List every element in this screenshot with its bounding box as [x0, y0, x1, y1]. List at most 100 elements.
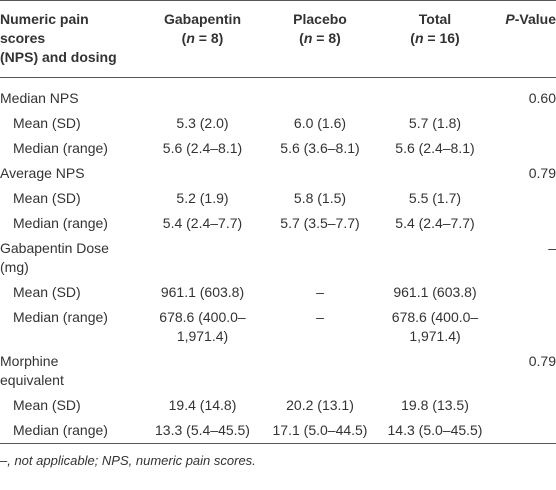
empty-cell [495, 211, 556, 236]
data-row: Median (range) 13.3 (5.4–45.5) 17.1 (5.0–4… [0, 418, 556, 444]
empty-cell [495, 418, 556, 444]
cell-value: 5.7 (1.8) [408, 115, 462, 131]
cell-value: – [316, 309, 324, 325]
cell: 5.6 (2.4–8.1) [375, 136, 495, 161]
header-cell: Numeric pain scores (NPS) and dosing [0, 1, 140, 78]
cell-value: 19.8 (13.5) [401, 397, 469, 413]
cell: 17.1 (5.0–44.5) [265, 418, 375, 444]
p-value-header: -Value [514, 11, 556, 27]
header-line: scores [0, 30, 46, 46]
cell: 20.2 (13.1) [265, 393, 375, 418]
cell-value: 5.6 (2.4–8.1) [162, 140, 243, 156]
section-label: Gabapentin Dose (mg) [0, 240, 109, 275]
table-body: Median NPS 0.60 Mean (SD) 5.3 (2.0) 6.0 (1.6… [0, 78, 556, 444]
cell: 678.6 (400.0–1,971.4) [140, 305, 265, 349]
cell-value: 5.7 (3.5–7.7) [280, 215, 360, 231]
empty-cell [495, 186, 556, 211]
header-cell: Total (n = 16) [375, 1, 495, 78]
section-label-cell: Morphine equivalent [0, 349, 495, 393]
data-row: Mean (SD) 5.3 (2.0) 6.0 (1.6) 5.7 (1.8) [0, 111, 556, 136]
cell: 5.4 (2.4–7.7) [140, 211, 265, 236]
data-row: Mean (SD) 19.4 (14.8) 20.2 (13.1) 19.8 (13.… [0, 393, 556, 418]
group-size: n [414, 30, 424, 46]
cell-value: 5.6 (3.6–8.1) [280, 140, 360, 156]
data-row: Median (range) 678.6 (400.0–1,971.4) – 678.… [0, 305, 556, 349]
row-label: Mean (SD) [13, 397, 81, 413]
cell-value: 678.6 (400.0–1,971.4) [159, 309, 246, 344]
cell-value: 678.6 (400.0–1,971.4) [391, 309, 479, 344]
cell-value: 13.3 (5.4–45.5) [155, 422, 250, 438]
cell-value: 17.1 (5.0–44.5) [272, 422, 368, 438]
cell-value: 5.8 (1.5) [293, 190, 347, 206]
section-label-cell: Median NPS [0, 78, 495, 112]
group-name: Gabapentin [163, 11, 241, 27]
group-size: ( [299, 30, 304, 46]
group-size: ( [181, 30, 187, 46]
cell: 678.6 (400.0–1,971.4) [375, 305, 495, 349]
cell-value: 5.5 (1.7) [408, 190, 462, 206]
section-row: Morphine equivalent 0.79 [0, 349, 556, 393]
cell: 5.3 (2.0) [140, 111, 265, 136]
header-cell: Placebo (n = 8) [265, 1, 375, 78]
cell-value: 6.0 (1.6) [293, 115, 347, 131]
p-value: – [548, 240, 556, 256]
cell: 19.8 (13.5) [375, 393, 495, 418]
empty-cell [495, 393, 556, 418]
section-row: Average NPS 0.79 [0, 161, 556, 186]
cell-value: 5.4 (2.4–7.7) [162, 215, 243, 231]
cell-value: 5.3 (2.0) [176, 115, 229, 131]
group-size: n [186, 30, 195, 46]
row-label: Median (range) [13, 215, 108, 231]
group-size: = 8) [312, 30, 341, 46]
section-label: Morphine equivalent [0, 353, 64, 388]
cell: 5.2 (1.9) [140, 186, 265, 211]
empty-cell [495, 280, 556, 305]
row-label: Mean (SD) [13, 284, 81, 300]
cell: 19.4 (14.8) [140, 393, 265, 418]
section-label-cell: Gabapentin Dose (mg) [0, 236, 495, 280]
empty-cell [495, 111, 556, 136]
row-label: Median (range) [13, 422, 108, 438]
cell: 961.1 (603.8) [375, 280, 495, 305]
section-label: Average NPS [0, 165, 85, 181]
header-line: (NPS) and dosing [0, 49, 117, 65]
p-value: 0.79 [528, 165, 556, 181]
cell-value: – [316, 284, 324, 300]
group-size: n [303, 30, 313, 46]
section-label-cell: Average NPS [0, 161, 495, 186]
cell-value: 961.1 (603.8) [393, 284, 477, 300]
cell: 14.3 (5.0–45.5) [375, 418, 495, 444]
group-size: = 16) [423, 30, 460, 46]
p-value: 0.60 [528, 90, 556, 106]
data-row: Median (range) 5.6 (2.4–8.1) 5.6 (3.6–8.1)… [0, 136, 556, 161]
empty-cell [495, 305, 556, 349]
cell-value: 19.4 (14.8) [168, 397, 237, 413]
footnote: –, not applicable; NPS, numeric pain sco… [0, 453, 256, 468]
cell: 6.0 (1.6) [265, 111, 375, 136]
cell: 5.6 (3.6–8.1) [265, 136, 375, 161]
row-label: Median (range) [13, 309, 108, 325]
section-row: Median NPS 0.60 [0, 78, 556, 112]
cell-value: 5.4 (2.4–7.7) [395, 215, 475, 231]
group-size: = 8) [194, 30, 224, 46]
cell: 5.5 (1.7) [375, 186, 495, 211]
empty-cell [495, 136, 556, 161]
data-row: Mean (SD) 5.2 (1.9) 5.8 (1.5) 5.5 (1.7) [0, 186, 556, 211]
cell: 961.1 (603.8) [140, 280, 265, 305]
cell: 5.8 (1.5) [265, 186, 375, 211]
cell: 5.4 (2.4–7.7) [375, 211, 495, 236]
header-cell: Gabapentin (n = 8) [140, 1, 265, 78]
row-label: Mean (SD) [13, 115, 81, 131]
cell: 13.3 (5.4–45.5) [140, 418, 265, 444]
p-value: 0.79 [528, 353, 556, 369]
group-size: ( [410, 30, 415, 46]
cell: – [265, 305, 375, 349]
cell-value: 5.6 (2.4–8.1) [395, 140, 475, 156]
cell: – [265, 280, 375, 305]
data-row: Mean (SD) 961.1 (603.8) – 961.1 (603.8) [0, 280, 556, 305]
data-table: Numeric pain scores (NPS) and dosing Gabape… [0, 0, 556, 444]
cell: 5.7 (3.5–7.7) [265, 211, 375, 236]
header-line: Numeric pain [0, 11, 89, 27]
cell-value: 5.2 (1.9) [176, 190, 229, 206]
